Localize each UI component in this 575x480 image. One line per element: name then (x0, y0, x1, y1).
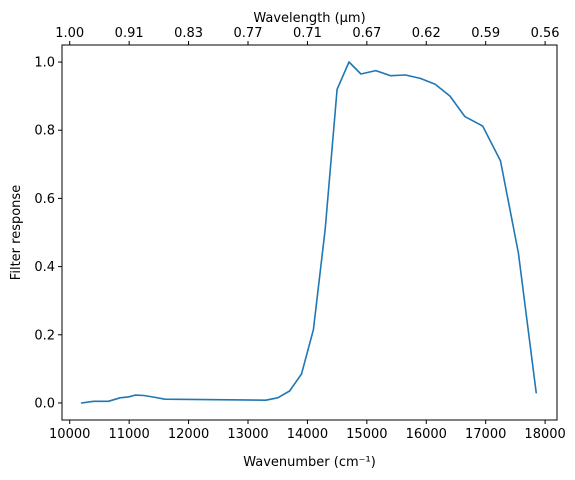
top-tick-label: 0.56 (531, 26, 560, 41)
top-axis-label: Wavelength (μm) (253, 11, 365, 26)
series-layer (80, 61, 538, 404)
ticks-layer: 10000 11000 12000 13000 14000 15000 16000 17000… (34, 26, 565, 442)
x-tick-label: 12000 (168, 427, 209, 442)
x-tick-label: 18000 (524, 427, 565, 442)
x-axis-label: Wavenumber (cm⁻¹) (243, 455, 376, 470)
x-tick-label: 10000 (49, 427, 90, 442)
top-tick-label: 0.83 (174, 26, 203, 41)
x-tick-label: 14000 (287, 427, 328, 442)
y-tick-label: 0.4 (34, 260, 55, 275)
top-tick-label: 0.91 (115, 26, 144, 41)
top-tick-label: 1.00 (55, 26, 84, 41)
y-tick-label: 1.0 (34, 56, 55, 71)
top-tick-label: 0.59 (471, 26, 500, 41)
x-tick-label: 16000 (406, 427, 447, 442)
y-tick-label: 0.2 (34, 328, 55, 343)
filter-response-line (80, 61, 538, 404)
top-tick-label: 0.62 (412, 26, 441, 41)
top-tick-label: 0.71 (293, 26, 322, 41)
x-tick-label: 11000 (108, 427, 149, 442)
y-tick-label: 0.6 (34, 192, 55, 207)
top-tick-label: 0.77 (234, 26, 263, 41)
plot-frame (61, 44, 558, 421)
x-tick-label: 15000 (346, 427, 387, 442)
x-tick-label: 13000 (227, 427, 268, 442)
y-tick-label: 0.0 (34, 396, 55, 411)
x-tick-label: 17000 (465, 427, 506, 442)
y-axis-label: Filter response (9, 185, 24, 280)
top-tick-label: 0.67 (352, 26, 381, 41)
y-tick-label: 0.8 (34, 124, 55, 139)
